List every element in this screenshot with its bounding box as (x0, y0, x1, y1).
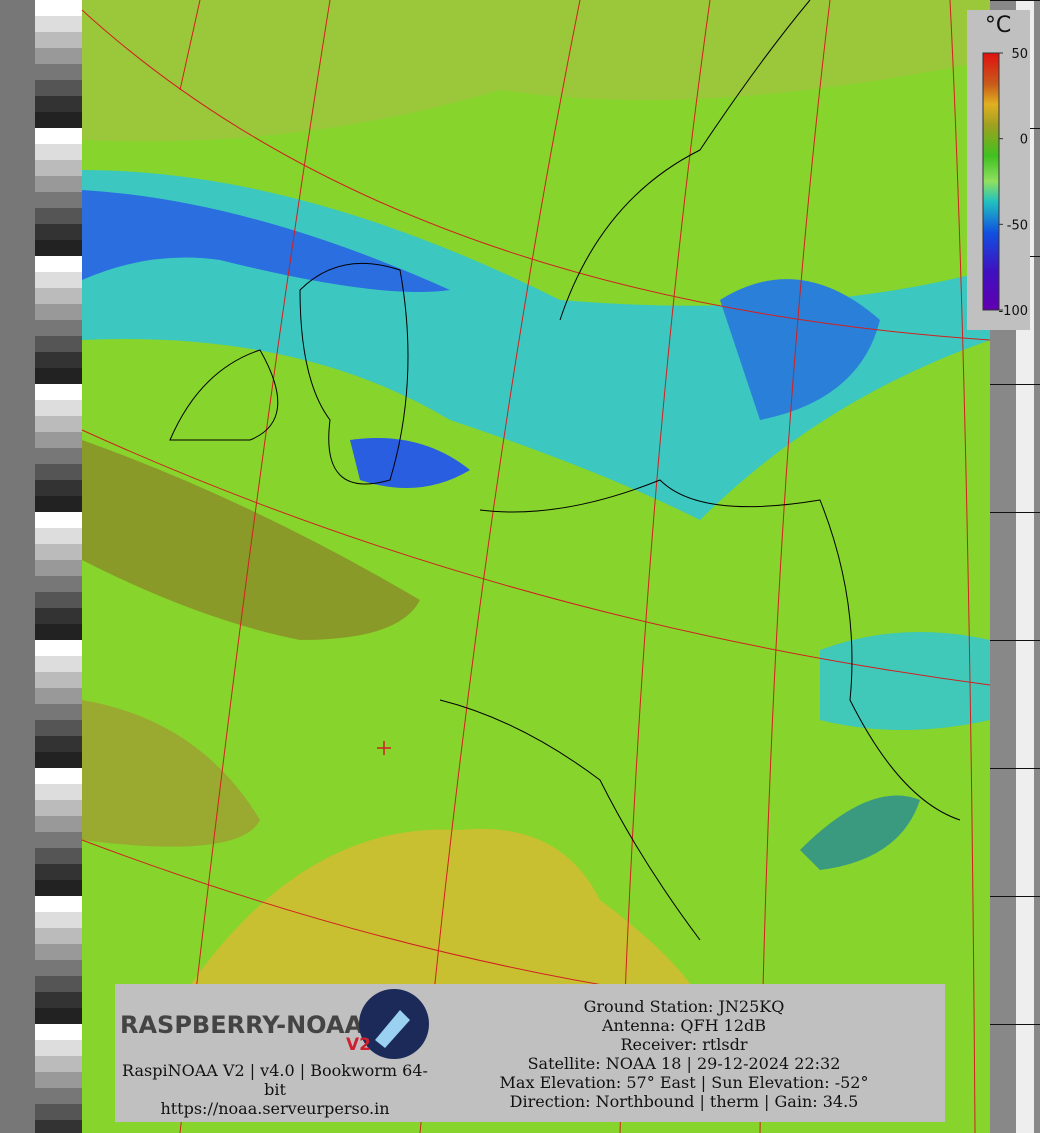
legend-tick-label: -100 (998, 304, 1028, 319)
pass-info-line: Antenna: QFH 12dB (601, 1016, 766, 1035)
pass-info-line: Max Elevation: 57° East | Sun Elevation:… (500, 1073, 869, 1092)
pass-info-line: Direction: Northbound | therm | Gain: 34… (510, 1092, 859, 1111)
pass-info-line: Ground Station: JN25KQ (584, 997, 785, 1016)
version-line: bit (264, 1080, 286, 1099)
pass-info-line: Satellite: NOAA 18 | 29-12-2024 22:32 (528, 1054, 841, 1073)
legend-unit: °C (985, 13, 1011, 38)
pass-info-line: Receiver: rtlsdr (621, 1035, 748, 1054)
logo-badge: V2 (346, 1035, 371, 1055)
info-panel: RASPBERRY-NOAA V2 RaspiNOAA V2 | v4.0 | … (115, 984, 945, 1122)
thermal-map (81, 0, 991, 1133)
legend-tick-label: -50 (1007, 218, 1028, 233)
legend-tick-label: 50 (1011, 47, 1028, 62)
version-line: RaspiNOAA V2 | v4.0 | Bookworm 64- (122, 1061, 428, 1080)
logo-text: RASPBERRY-NOAA (120, 1011, 363, 1039)
colorbar (982, 52, 1000, 311)
temperature-legend: °C 50 0 -50 -100 (967, 10, 1030, 330)
legend-tick-label: 0 (1020, 133, 1028, 148)
project-url: https://noaa.serveurperso.in (160, 1099, 389, 1118)
